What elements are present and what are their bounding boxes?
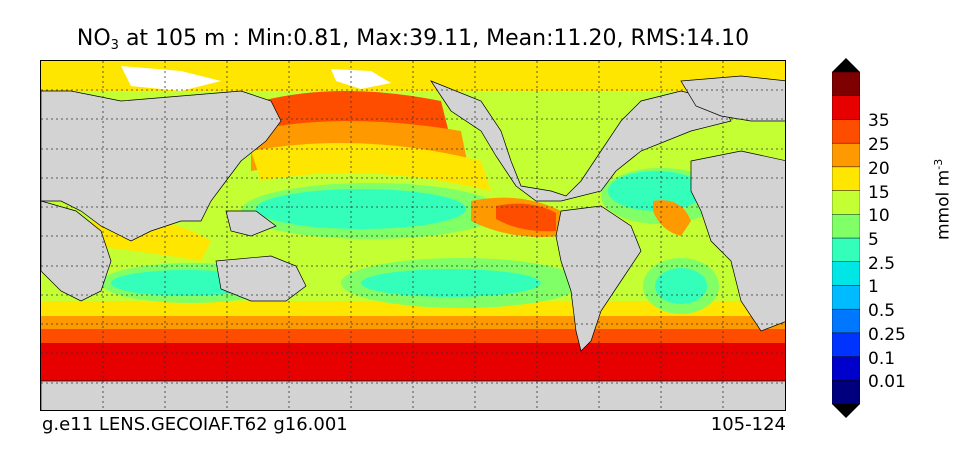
arctic-ice-white (121, 66, 221, 91)
europe-land (680, 75, 785, 122)
north-atlantic-gyre (608, 171, 704, 211)
map-panel (40, 60, 786, 411)
variable-subscript: 3 (110, 38, 119, 53)
colorbar-swatch (832, 380, 860, 405)
colorbar (832, 58, 860, 418)
colorbar-swatch (832, 332, 860, 357)
maritime-continent-land (225, 210, 277, 237)
south-pacific-gyre (361, 269, 541, 297)
colorbar-swatch (832, 142, 860, 168)
antarctica-land (41, 380, 785, 410)
colorbar-swatch (832, 214, 860, 239)
eastern-pacific-upwelling-red (496, 203, 556, 232)
title-stats: at 105 m : Min:0.81, Max:39.11, Mean:11.… (118, 26, 750, 51)
case-name-label: g.e11 LENS.GECOIAF.T62 g16.001 (42, 414, 348, 435)
benguela-upwelling (653, 200, 691, 236)
units-exponent: -3 (932, 158, 945, 170)
colorbar-tick-label: 0.01 (868, 372, 906, 393)
southern-ocean-orange-red (41, 329, 785, 343)
colorbar-swatch (832, 261, 860, 286)
colorbar-swatch (832, 308, 860, 334)
units-main: mmol m (933, 169, 954, 240)
colorbar-tick-label: 10 (868, 206, 890, 227)
colorbar-tick-label: 35 (868, 111, 890, 132)
year-range-label: 105-124 (710, 414, 786, 435)
colorbar-tick-label: 0.5 (868, 301, 896, 322)
variable-name: NO (76, 26, 111, 51)
colorbar-tick-label: 20 (868, 158, 890, 179)
south-america-land (555, 205, 642, 352)
graticule (41, 61, 785, 410)
colorbar-tick-label: 25 (868, 135, 890, 156)
colorbar-swatch (832, 285, 860, 310)
colorbar-swatch (832, 71, 860, 96)
colorbar-swatch (832, 166, 860, 191)
africa-east-land (41, 200, 112, 302)
colorbar-swatch (832, 95, 860, 120)
colorbar-tick-label: 15 (868, 182, 890, 203)
colorbar-swatch (832, 119, 860, 144)
colorbar-swatch (832, 356, 860, 381)
australia-land (215, 255, 307, 302)
south-atlantic-gyre (655, 268, 707, 304)
arctic-ice-white-2 (331, 69, 391, 89)
north-pacific-gyre (256, 189, 466, 229)
colorbar-tick-label: 1 (868, 277, 879, 298)
colorbar-tick-label: 5 (868, 230, 879, 250)
colorbar-swatch (832, 190, 860, 215)
colorbar-tick-label: 0.25 (868, 324, 906, 345)
colorbar-extend-max (832, 58, 860, 72)
colorbar-tick-label: 2.5 (868, 253, 896, 274)
africa-land (690, 150, 785, 332)
ocean-field-map (41, 61, 785, 410)
eurasia-land (41, 90, 282, 242)
colorbar-swatch (832, 237, 860, 262)
north-pacific-yellow (251, 143, 491, 191)
colorbar-tick-label: 0.1 (868, 348, 896, 369)
colorbar-extend-min (832, 404, 860, 418)
map-title: NO3 at 105 m : Min:0.81, Max:39.11, Mean… (0, 26, 826, 53)
colorbar-units-label: mmol m-3 (932, 159, 954, 240)
